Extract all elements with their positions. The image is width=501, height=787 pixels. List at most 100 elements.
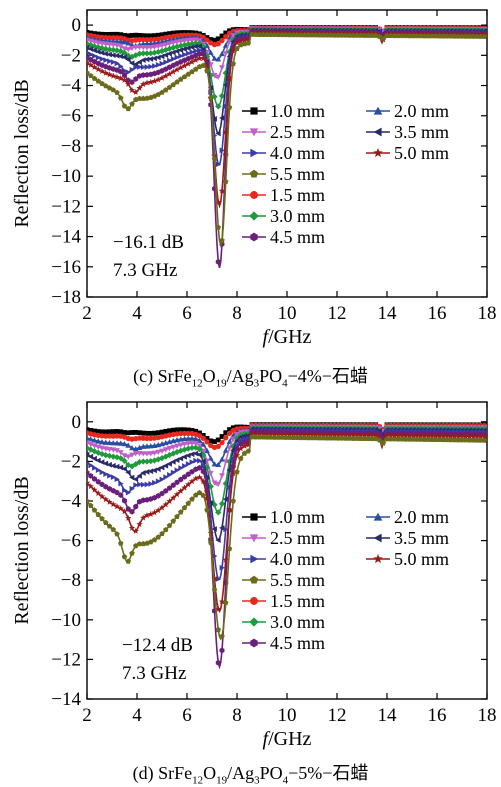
data-point-marker — [159, 476, 165, 483]
data-point-marker — [118, 429, 124, 435]
data-point-marker — [182, 51, 188, 58]
x-tick-label: 10 — [278, 705, 297, 726]
y-tick-label: −16 — [51, 257, 81, 278]
data-point-marker — [87, 436, 94, 442]
data-point-marker — [185, 445, 192, 452]
legend-marker — [249, 128, 259, 137]
data-point-marker — [159, 32, 165, 38]
legend-item-bg — [238, 205, 330, 225]
data-point-marker — [166, 445, 173, 452]
data-point-marker — [148, 481, 154, 487]
data-point-marker — [99, 433, 105, 439]
data-point-marker — [170, 459, 176, 465]
data-point-marker — [95, 66, 102, 73]
data-point-marker — [140, 50, 147, 57]
data-point-marker — [132, 527, 139, 534]
legend-item-bg — [238, 121, 330, 141]
data-point-marker — [256, 31, 263, 37]
data-point-marker — [181, 46, 187, 53]
x-tick-label: 14 — [378, 705, 398, 726]
data-point-marker — [241, 450, 248, 456]
data-point-marker — [159, 490, 165, 497]
data-point-marker — [95, 429, 101, 434]
data-point-marker — [117, 53, 124, 60]
data-point-marker — [178, 427, 184, 433]
data-point-marker — [283, 31, 289, 38]
data-point-marker — [282, 430, 289, 437]
data-point-marker — [204, 507, 210, 513]
data-point-marker — [447, 432, 454, 439]
legend-marker — [250, 513, 258, 521]
legend-label: 2.0 mm — [394, 101, 449, 121]
data-point-marker — [136, 541, 143, 547]
data-point-marker — [481, 33, 487, 39]
data-point-marker — [181, 504, 188, 511]
data-point-marker — [241, 442, 248, 449]
data-point-marker — [207, 49, 214, 55]
data-point-marker — [110, 462, 116, 469]
data-point-marker — [474, 437, 480, 443]
data-point-marker — [339, 435, 345, 441]
legend-label: 5.0 mm — [394, 549, 449, 569]
data-point-marker — [252, 430, 259, 437]
data-point-marker — [200, 43, 207, 50]
data-point-marker — [140, 458, 147, 465]
legend-label: 4.0 mm — [270, 143, 325, 163]
data-point-marker — [343, 435, 349, 441]
data-point-marker — [215, 198, 222, 205]
data-point-marker — [185, 441, 192, 447]
x-tick-label: 4 — [132, 303, 142, 324]
data-point-marker — [297, 431, 304, 438]
data-point-marker — [230, 455, 237, 462]
data-point-marker — [410, 33, 416, 39]
data-point-marker — [384, 32, 390, 39]
data-point-marker — [271, 31, 278, 38]
data-point-marker — [414, 436, 420, 442]
data-point-marker — [218, 187, 226, 194]
x-axis-label: f/GHz — [263, 728, 312, 750]
data-point-marker — [215, 443, 221, 450]
legend-marker — [373, 533, 382, 543]
data-point-marker — [136, 84, 143, 91]
data-point-marker — [137, 430, 142, 436]
data-point-marker — [215, 659, 221, 666]
data-point-marker — [110, 474, 117, 481]
data-point-marker — [152, 430, 157, 436]
data-point-marker — [107, 65, 112, 71]
data-point-marker — [196, 474, 203, 481]
data-point-marker — [440, 432, 447, 439]
data-point-marker — [155, 91, 161, 97]
y-tick-label: −12 — [51, 649, 81, 670]
data-point-marker — [99, 80, 105, 86]
data-point-marker — [173, 491, 181, 498]
legend-item-bg — [238, 100, 330, 120]
data-point-marker — [110, 433, 116, 439]
data-point-marker — [159, 530, 165, 537]
x-tick-label: 2 — [82, 705, 92, 726]
data-point-marker — [178, 58, 184, 65]
data-point-marker — [166, 84, 173, 90]
data-point-marker — [365, 32, 371, 38]
data-point-marker — [233, 434, 241, 442]
data-point-marker — [132, 88, 139, 95]
data-point-marker — [181, 73, 188, 80]
data-point-marker — [211, 156, 218, 162]
data-point-marker — [121, 440, 128, 447]
data-point-marker — [192, 475, 199, 482]
data-point-marker — [215, 74, 222, 80]
data-point-marker — [114, 60, 120, 67]
data-point-marker — [188, 444, 196, 451]
data-point-marker — [233, 39, 241, 46]
data-point-marker — [99, 49, 105, 56]
data-point-marker — [133, 482, 139, 489]
data-point-marker — [92, 428, 97, 434]
data-point-marker — [140, 33, 146, 39]
data-point-marker — [117, 455, 124, 462]
data-point-marker — [133, 543, 139, 549]
data-point-marker — [316, 435, 323, 441]
data-point-marker — [189, 468, 195, 475]
data-point-marker — [95, 478, 101, 485]
data-point-marker — [223, 103, 229, 109]
data-point-marker — [211, 93, 218, 100]
data-point-marker — [286, 430, 293, 438]
